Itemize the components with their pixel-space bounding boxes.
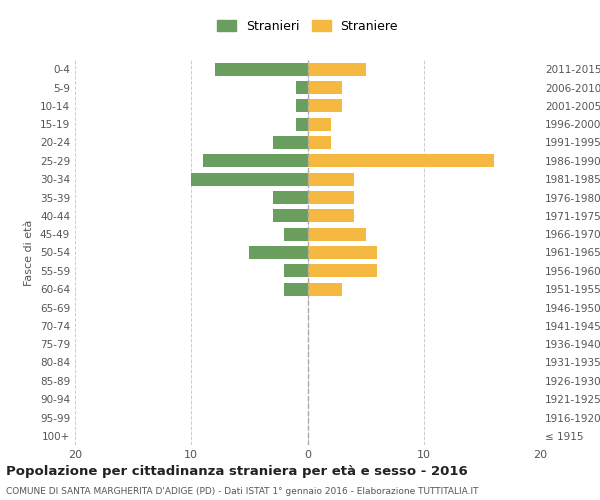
- Bar: [308, 154, 493, 167]
- Bar: [308, 283, 343, 296]
- Bar: [308, 100, 343, 112]
- Text: Popolazione per cittadinanza straniera per età e sesso - 2016: Popolazione per cittadinanza straniera p…: [6, 465, 468, 478]
- Bar: [308, 228, 365, 240]
- Bar: [203, 154, 308, 167]
- Bar: [296, 81, 308, 94]
- Bar: [308, 63, 365, 76]
- Legend: Stranieri, Straniere: Stranieri, Straniere: [213, 16, 402, 36]
- Bar: [308, 246, 377, 259]
- Bar: [308, 191, 354, 204]
- Bar: [272, 136, 308, 149]
- Bar: [308, 264, 377, 277]
- Bar: [308, 173, 354, 186]
- Bar: [284, 283, 308, 296]
- Bar: [284, 228, 308, 240]
- Bar: [272, 191, 308, 204]
- Bar: [308, 136, 331, 149]
- Bar: [296, 118, 308, 130]
- Bar: [308, 210, 354, 222]
- Bar: [308, 81, 343, 94]
- Bar: [250, 246, 308, 259]
- Bar: [272, 210, 308, 222]
- Bar: [284, 264, 308, 277]
- Bar: [215, 63, 308, 76]
- Bar: [191, 173, 308, 186]
- Text: COMUNE DI SANTA MARGHERITA D'ADIGE (PD) - Dati ISTAT 1° gennaio 2016 - Elaborazi: COMUNE DI SANTA MARGHERITA D'ADIGE (PD) …: [6, 488, 479, 496]
- Bar: [308, 118, 331, 130]
- Bar: [296, 100, 308, 112]
- Y-axis label: Fasce di età: Fasce di età: [25, 220, 34, 286]
